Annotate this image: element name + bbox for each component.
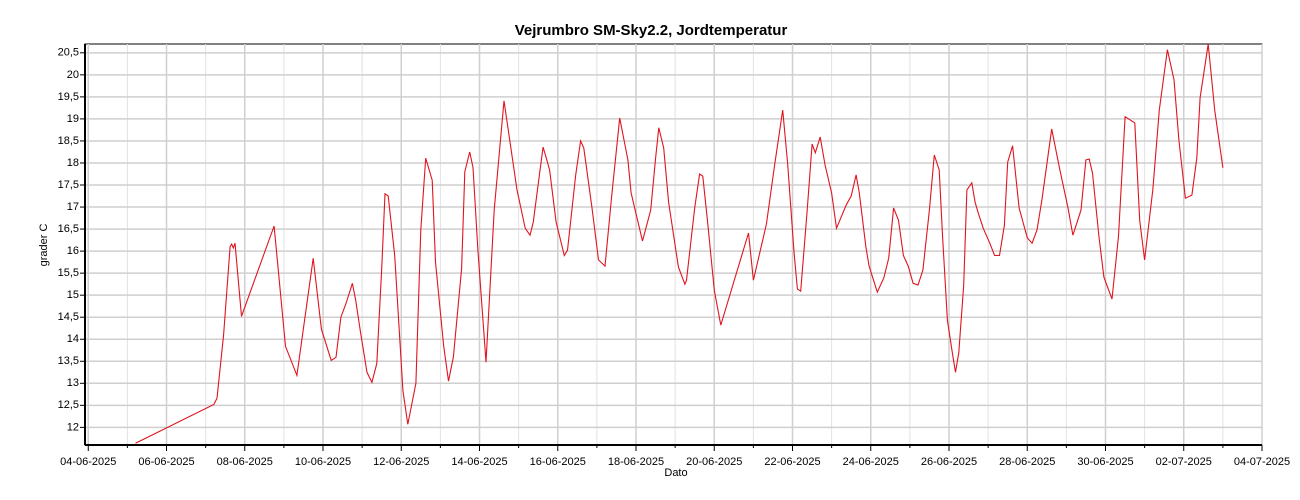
chart-title: Vejrumbro SM-Sky2.2, Jordtemperatur bbox=[515, 22, 788, 39]
x-tick-label: 04-06-2025 bbox=[60, 456, 116, 468]
y-tick-label: 20 bbox=[67, 69, 79, 81]
x-tick-label: 30-06-2025 bbox=[1077, 456, 1133, 468]
y-tick-label: 14,5 bbox=[58, 311, 79, 323]
y-tick-label: 20,5 bbox=[58, 47, 79, 59]
data-line bbox=[135, 43, 1224, 444]
y-tick-label: 15 bbox=[67, 289, 79, 301]
plot-area bbox=[84, 43, 1263, 446]
x-tick-label: 22-06-2025 bbox=[764, 456, 820, 468]
x-tick-label: 14-06-2025 bbox=[451, 456, 507, 468]
x-tick-label: 04-07-2025 bbox=[1234, 456, 1290, 468]
y-tick-label: 18,5 bbox=[58, 135, 79, 147]
y-tick-label: 14 bbox=[67, 333, 79, 345]
y-axis-label: grader C bbox=[38, 224, 50, 267]
y-tick-label: 17,5 bbox=[58, 179, 79, 191]
y-tick-label: 13,5 bbox=[58, 355, 79, 367]
y-tick-label: 16,5 bbox=[58, 223, 79, 235]
x-tick-label: 16-06-2025 bbox=[530, 456, 586, 468]
y-tick-label: 13 bbox=[67, 377, 79, 389]
y-tick-label: 15,5 bbox=[58, 267, 79, 279]
x-tick-label: 08-06-2025 bbox=[217, 456, 273, 468]
x-tick-label: 12-06-2025 bbox=[373, 456, 429, 468]
y-tick-label: 12,5 bbox=[58, 399, 79, 411]
x-tick-label: 02-07-2025 bbox=[1156, 456, 1212, 468]
y-tick-label: 12 bbox=[67, 421, 79, 433]
x-tick-label: 28-06-2025 bbox=[999, 456, 1055, 468]
y-tick-label: 19,5 bbox=[58, 91, 79, 103]
x-tick-label: 24-06-2025 bbox=[843, 456, 899, 468]
x-tick-label: 20-06-2025 bbox=[686, 456, 742, 468]
x-tick-label: 10-06-2025 bbox=[295, 456, 351, 468]
x-axis-label: Dato bbox=[664, 467, 687, 479]
x-tick-label: 26-06-2025 bbox=[921, 456, 977, 468]
y-tick-label: 17 bbox=[67, 201, 79, 213]
x-tick-label: 18-06-2025 bbox=[608, 456, 664, 468]
x-tick-label: 06-06-2025 bbox=[138, 456, 194, 468]
y-tick-label: 19 bbox=[67, 113, 79, 125]
y-tick-label: 18 bbox=[67, 157, 79, 169]
y-tick-label: 16 bbox=[67, 245, 79, 257]
